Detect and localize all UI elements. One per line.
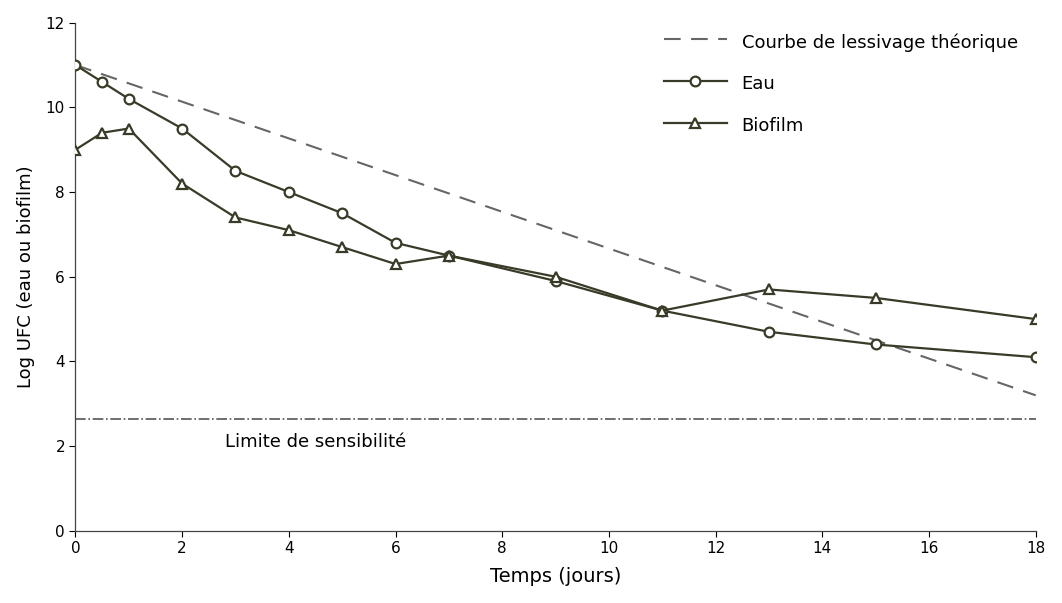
Y-axis label: Log UFC (eau ou biofilm): Log UFC (eau ou biofilm) (17, 165, 35, 388)
Legend: Courbe de lessivage théorique, Eau, Biofilm: Courbe de lessivage théorique, Eau, Biof… (655, 22, 1027, 145)
X-axis label: Temps (jours): Temps (jours) (490, 567, 621, 586)
Text: Limite de sensibilité: Limite de sensibilité (225, 433, 406, 451)
